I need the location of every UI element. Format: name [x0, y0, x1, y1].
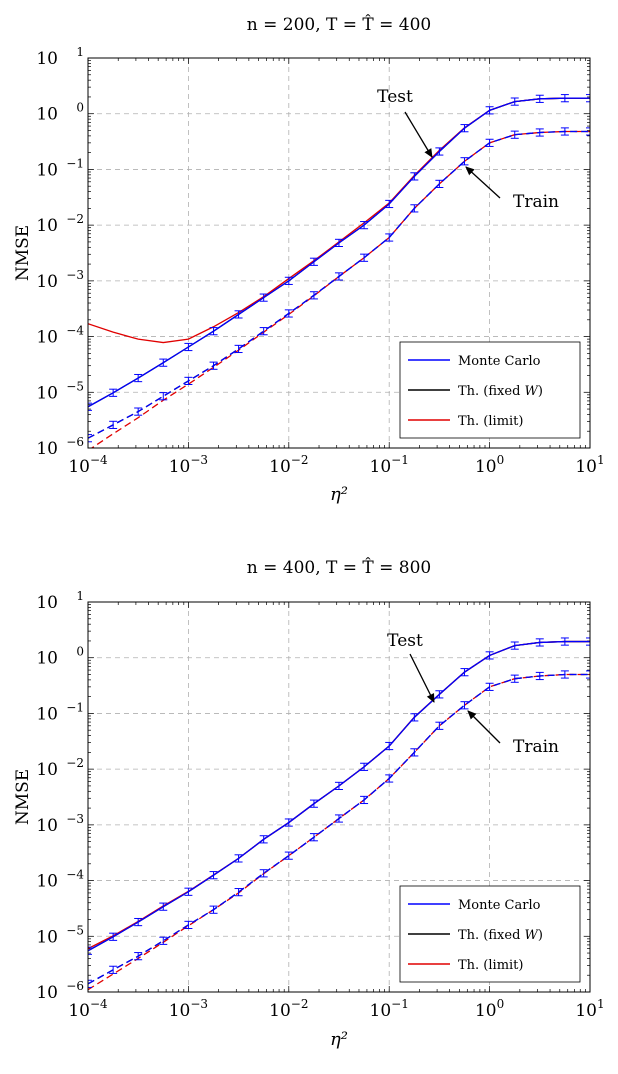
chart-title: n = 200, T = T̂ = 400	[247, 15, 432, 35]
y-tick-label: 10 −6	[36, 435, 84, 459]
annotation-test-label: Test	[387, 631, 423, 651]
legend: Monte Carlo Th. (fixed W) Th. (limit)	[399, 341, 581, 439]
x-tick-label: 10−3	[169, 997, 208, 1021]
legend: Monte Carlo Th. (fixed W) Th. (limit)	[399, 885, 581, 983]
x-axis-label: η²	[330, 484, 348, 505]
y-tick-label: 10 −4	[36, 324, 84, 348]
legend-label: Monte Carlo	[458, 898, 541, 913]
y-tick-label: 10 −4	[36, 868, 84, 892]
chart-panel-1: 10−4 10−3 10−2 10−1 100 101 10−6 10−5 10−4 10−3 10…	[13, 15, 605, 505]
y-tick-label: 10 −1	[36, 700, 84, 724]
y-axis-label: NMSE	[13, 769, 33, 825]
x-tick-label: 10−4	[68, 453, 108, 477]
legend-label: Monte Carlo	[458, 354, 541, 369]
x-tick-label: 10−1	[370, 997, 409, 1021]
chart-panel-2: 10−4 10−3 10−2 10−1 100 101 10−6 10−5 10−4 10−3 10…	[13, 558, 605, 1050]
x-tick-label: 100	[475, 997, 504, 1021]
annotation-train-arrow	[467, 710, 501, 744]
series-group	[88, 637, 590, 991]
annotation-train-arrow	[465, 166, 501, 199]
legend-label: Th. (limit)	[458, 414, 523, 429]
chart-title: n = 400, T = T̂ = 800	[247, 558, 432, 578]
x-axis-label: η²	[330, 1029, 348, 1050]
y-tick-label: 10 0	[36, 645, 84, 669]
annotation-test-arrow	[409, 653, 435, 703]
y-tick-label: 10 −2	[36, 756, 84, 780]
annotation-train-label: Train	[513, 192, 559, 212]
annotation-test-label: Test	[377, 87, 413, 107]
legend-label: Th. (fixed W)	[458, 928, 543, 943]
x-tick-label: 10−2	[269, 997, 308, 1021]
x-tick-label: 101	[575, 453, 604, 477]
plot-frame	[87, 57, 591, 449]
x-tick-label: 10−3	[169, 453, 208, 477]
x-tick-label: 10−1	[370, 453, 409, 477]
annotation-train-label: Train	[513, 737, 559, 757]
y-tick-label: 10 −6	[36, 979, 84, 1003]
y-tick-label: 10 0	[36, 101, 84, 125]
y-tick-label: 10 −5	[36, 923, 84, 947]
x-tick-label: 101	[575, 997, 604, 1021]
y-tick-label: 10 −1	[36, 156, 84, 180]
y-tick-label: 10 −2	[36, 212, 84, 236]
x-tick-label: 100	[475, 453, 504, 477]
x-tick-label: 10−4	[68, 997, 108, 1021]
y-tick-label: 10 −3	[36, 268, 84, 292]
y-tick-label: 10 1	[36, 589, 84, 613]
y-tick-label: 10 −5	[36, 379, 84, 403]
y-tick-label: 10 −3	[36, 812, 84, 836]
annotation-test-arrow	[404, 111, 433, 158]
series-line-train-th-limit-	[90, 130, 590, 448]
legend-label: Th. (limit)	[458, 958, 523, 973]
x-tick-label: 10−2	[269, 453, 308, 477]
y-axis-label: NMSE	[13, 225, 33, 281]
series-group	[88, 94, 590, 448]
y-tick-label: 10 1	[36, 45, 84, 69]
legend-label: Th. (fixed W)	[458, 384, 543, 399]
plot-frame	[87, 601, 591, 993]
